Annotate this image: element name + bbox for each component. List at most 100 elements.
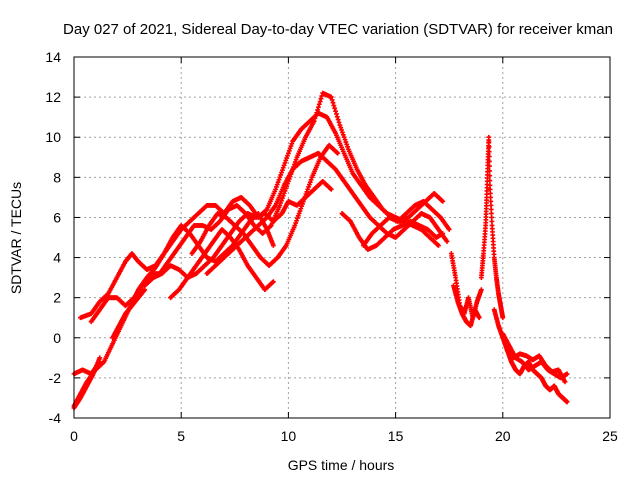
x-tick-label: 20 bbox=[495, 428, 511, 444]
data-point bbox=[308, 177, 314, 183]
data-points bbox=[71, 90, 570, 411]
data-point bbox=[297, 208, 303, 214]
data-point bbox=[489, 215, 495, 220]
data-point bbox=[340, 130, 345, 135]
data-point bbox=[436, 243, 441, 248]
data-point bbox=[486, 134, 492, 140]
data-point bbox=[293, 220, 299, 226]
data-point bbox=[286, 150, 291, 156]
y-tick-label: 12 bbox=[45, 89, 61, 105]
data-point bbox=[285, 153, 290, 159]
y-tick-label: 6 bbox=[53, 209, 61, 225]
data-point bbox=[279, 195, 285, 201]
data-point bbox=[486, 144, 492, 150]
x-tick-labels: 0 5 10 15 20 25 bbox=[70, 428, 618, 444]
data-point bbox=[317, 99, 323, 104]
data-point bbox=[278, 200, 284, 206]
data-point bbox=[279, 198, 284, 203]
data-point bbox=[316, 104, 321, 110]
data-point bbox=[293, 157, 299, 163]
data-point bbox=[300, 201, 305, 207]
data-point bbox=[284, 183, 290, 189]
series-arc-9 bbox=[189, 142, 341, 268]
data-point bbox=[329, 97, 335, 103]
data-point bbox=[286, 148, 292, 154]
data-point bbox=[97, 359, 103, 365]
data-point bbox=[270, 243, 276, 248]
data-point bbox=[339, 127, 344, 133]
data-point bbox=[311, 118, 317, 124]
data-point bbox=[283, 186, 289, 191]
data-point bbox=[305, 186, 311, 192]
data-point bbox=[314, 110, 320, 116]
data-point bbox=[274, 182, 280, 187]
data-point bbox=[487, 178, 493, 183]
data-point bbox=[345, 144, 350, 150]
data-point bbox=[440, 199, 446, 204]
data-point bbox=[312, 115, 318, 121]
data-point bbox=[328, 94, 334, 100]
data-point bbox=[342, 137, 348, 143]
data-point bbox=[488, 203, 494, 208]
data-point bbox=[331, 103, 337, 108]
data-point bbox=[337, 122, 343, 128]
series-arc-18 bbox=[504, 347, 568, 385]
series-arc-8 bbox=[168, 227, 276, 301]
data-point bbox=[341, 134, 347, 140]
data-point bbox=[292, 159, 298, 165]
series-arc-6 bbox=[110, 287, 148, 341]
data-point bbox=[328, 186, 334, 192]
x-tick-label: 15 bbox=[388, 428, 404, 444]
data-point bbox=[315, 107, 320, 113]
data-point bbox=[340, 132, 346, 138]
series-arc-3 bbox=[71, 359, 103, 377]
data-point bbox=[316, 101, 322, 107]
data-point bbox=[476, 315, 482, 321]
data-point bbox=[319, 93, 325, 99]
data-point bbox=[487, 163, 492, 169]
y-tick-label: 14 bbox=[45, 49, 61, 65]
series-arc-14 bbox=[451, 283, 482, 329]
data-point bbox=[307, 182, 312, 187]
data-point bbox=[487, 186, 493, 192]
data-point bbox=[444, 239, 450, 244]
data-point bbox=[488, 207, 494, 212]
data-point bbox=[336, 119, 342, 125]
data-point bbox=[279, 170, 284, 175]
data-point bbox=[270, 279, 276, 285]
data-point bbox=[489, 211, 494, 216]
data-point bbox=[301, 199, 306, 204]
data-point bbox=[488, 194, 493, 200]
x-tick-label: 5 bbox=[177, 428, 185, 444]
data-point bbox=[488, 199, 494, 204]
y-tick-label: -2 bbox=[49, 370, 62, 386]
data-point bbox=[487, 173, 493, 179]
data-point bbox=[313, 113, 319, 118]
data-point bbox=[292, 223, 298, 228]
data-point bbox=[304, 189, 310, 195]
y-tick-labels: -4 -2 0 2 4 6 8 10 12 14 bbox=[45, 49, 61, 426]
data-point bbox=[332, 105, 338, 111]
x-axis-title: GPS time / hours bbox=[288, 457, 395, 473]
data-point bbox=[277, 174, 283, 180]
x-tick-label: 10 bbox=[281, 428, 297, 444]
chart-title: Day 027 of 2021, Sidereal Day-to-day VTE… bbox=[63, 21, 613, 38]
data-point bbox=[478, 287, 484, 293]
y-tick-label: 0 bbox=[53, 330, 61, 346]
data-point bbox=[564, 399, 570, 405]
data-point bbox=[276, 177, 282, 183]
series-arc-15 bbox=[478, 134, 506, 321]
data-point bbox=[487, 190, 493, 196]
data-point bbox=[334, 111, 339, 117]
data-point bbox=[487, 182, 493, 188]
series-arc-12 bbox=[361, 199, 452, 248]
data-point bbox=[295, 213, 301, 219]
x-tick-label: 25 bbox=[602, 428, 618, 444]
data-point bbox=[282, 160, 288, 166]
series-arc-11 bbox=[339, 211, 446, 252]
y-tick-label: 10 bbox=[45, 129, 61, 145]
data-point bbox=[335, 117, 341, 122]
data-point bbox=[284, 155, 290, 161]
data-point bbox=[283, 158, 289, 163]
data-point bbox=[288, 143, 294, 149]
